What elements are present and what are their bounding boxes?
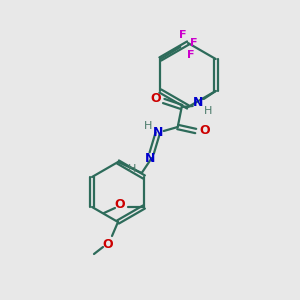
Text: N: N xyxy=(193,97,203,110)
Text: O: O xyxy=(150,92,161,106)
Text: N: N xyxy=(152,127,163,140)
Text: N: N xyxy=(145,152,155,166)
Text: H: H xyxy=(203,106,212,116)
Text: H: H xyxy=(128,164,136,174)
Text: F: F xyxy=(178,30,186,40)
Text: O: O xyxy=(200,124,210,137)
Text: F: F xyxy=(187,50,194,60)
Text: O: O xyxy=(115,199,125,212)
Text: O: O xyxy=(103,238,113,250)
Text: F: F xyxy=(190,38,197,48)
Text: H: H xyxy=(143,121,152,131)
